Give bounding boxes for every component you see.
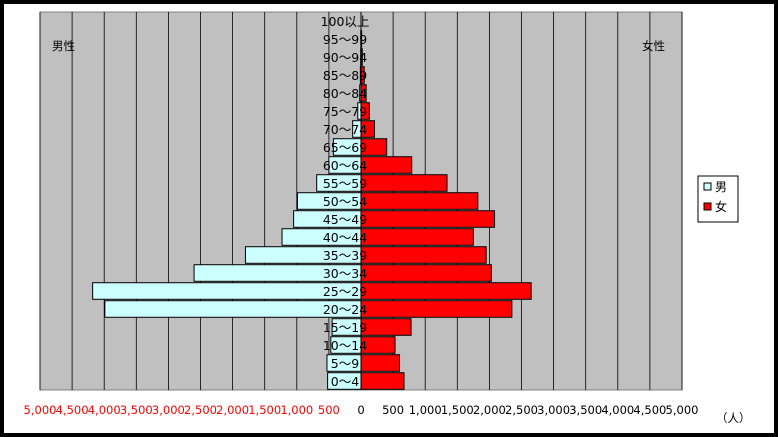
left-side-label: 男性: [52, 39, 75, 53]
category-label: 100以上: [321, 14, 370, 29]
category-label: 0～4: [331, 374, 359, 389]
category-label: 10～14: [323, 338, 367, 353]
bars: [92, 30, 532, 390]
x-tick-label: 3,500: [120, 403, 153, 417]
x-tick-label: 4,000: [88, 403, 121, 417]
x-tick-label: 2,000: [216, 403, 249, 417]
legend-swatch: [703, 182, 712, 191]
bar-female: [360, 228, 474, 246]
x-tick-label: 0: [357, 403, 364, 417]
x-tick-label: 5,000: [666, 403, 699, 417]
bar-female: [360, 48, 363, 66]
category-label: 95～99: [323, 32, 367, 47]
bar-female: [360, 84, 367, 102]
legend: 男女: [697, 175, 739, 223]
bar-female: [360, 138, 388, 156]
category-label: 75～79: [323, 104, 367, 119]
category-labels: 0～4 5～9 10～14 15～19 20～24 25～29 30～34 35～39 40～4…: [321, 14, 370, 389]
bar-female: [360, 300, 513, 318]
right-side-label: 女性: [642, 39, 665, 53]
bar-female: [360, 336, 396, 354]
category-label: 65～69: [323, 140, 367, 155]
bar-female: [360, 156, 413, 174]
category-label: 60～64: [323, 158, 367, 173]
legend-entry: 男: [715, 180, 727, 194]
category-label: 25～29: [323, 284, 367, 299]
category-label: 55～59: [323, 176, 367, 191]
x-tick-label: 500: [318, 403, 340, 417]
x-tick-label: 500: [382, 403, 404, 417]
bar-male: [92, 282, 362, 300]
category-label: 70～74: [323, 122, 367, 137]
x-tick-label: 2,000: [473, 403, 506, 417]
x-tick-label: 4,500: [56, 403, 89, 417]
bar-female: [360, 192, 479, 210]
bar-female: [360, 318, 412, 336]
x-tick-label: 1,500: [441, 403, 474, 417]
bar-female: [360, 354, 401, 372]
x-tick-label: 2,500: [184, 403, 217, 417]
bar-female: [360, 120, 375, 138]
x-tick-label: 3,000: [537, 403, 570, 417]
category-label: 30～34: [323, 266, 367, 281]
bar-female: [360, 30, 363, 48]
legend-swatch: [703, 202, 712, 211]
x-tick-label: 3,000: [152, 403, 185, 417]
bar-female: [360, 372, 405, 390]
x-tick-label: 1,500: [248, 403, 281, 417]
chart-frame: 0～4 5～9 10～14 15～19 20～24 25～29 30～34 35～39 40～4…: [4, 4, 774, 433]
category-label: 90～94: [323, 50, 367, 65]
category-label: 15～19: [323, 320, 367, 335]
category-label: 80～84: [323, 86, 367, 101]
bar-female: [360, 282, 532, 300]
bar-female: [360, 264, 492, 282]
category-label: 85～89: [323, 68, 367, 83]
category-label: 20～24: [323, 302, 367, 317]
bar-female: [360, 210, 496, 228]
category-label: 35～39: [323, 248, 367, 263]
population-pyramid-chart: 0～4 5～9 10～14 15～19 20～24 25～29 30～34 35～39 40～4…: [24, 11, 751, 425]
category-label: 5～9: [331, 356, 359, 371]
category-label: 40～44: [323, 230, 367, 245]
unit-label: （人）: [716, 411, 751, 425]
x-tick-label: 1,000: [409, 403, 442, 417]
x-tick-label: 2,500: [505, 403, 538, 417]
category-label: 45～49: [323, 212, 367, 227]
bar-female: [360, 246, 487, 264]
x-tick-labels: 5,000 4,500 4,000 3,500 3,000 2,500 2,000 1,500…: [24, 403, 699, 417]
category-label: 50～54: [323, 194, 367, 209]
legend-entry: 女: [715, 199, 727, 214]
x-tick-label: 1,000: [280, 403, 313, 417]
x-tick-label: 5,000: [24, 403, 57, 417]
bar-female: [360, 102, 370, 120]
bar-female: [360, 66, 365, 84]
x-tick-label: 4,000: [601, 403, 634, 417]
x-tick-label: 3,500: [569, 403, 602, 417]
x-tick-label: 4,500: [633, 403, 666, 417]
bar-female: [360, 174, 448, 192]
